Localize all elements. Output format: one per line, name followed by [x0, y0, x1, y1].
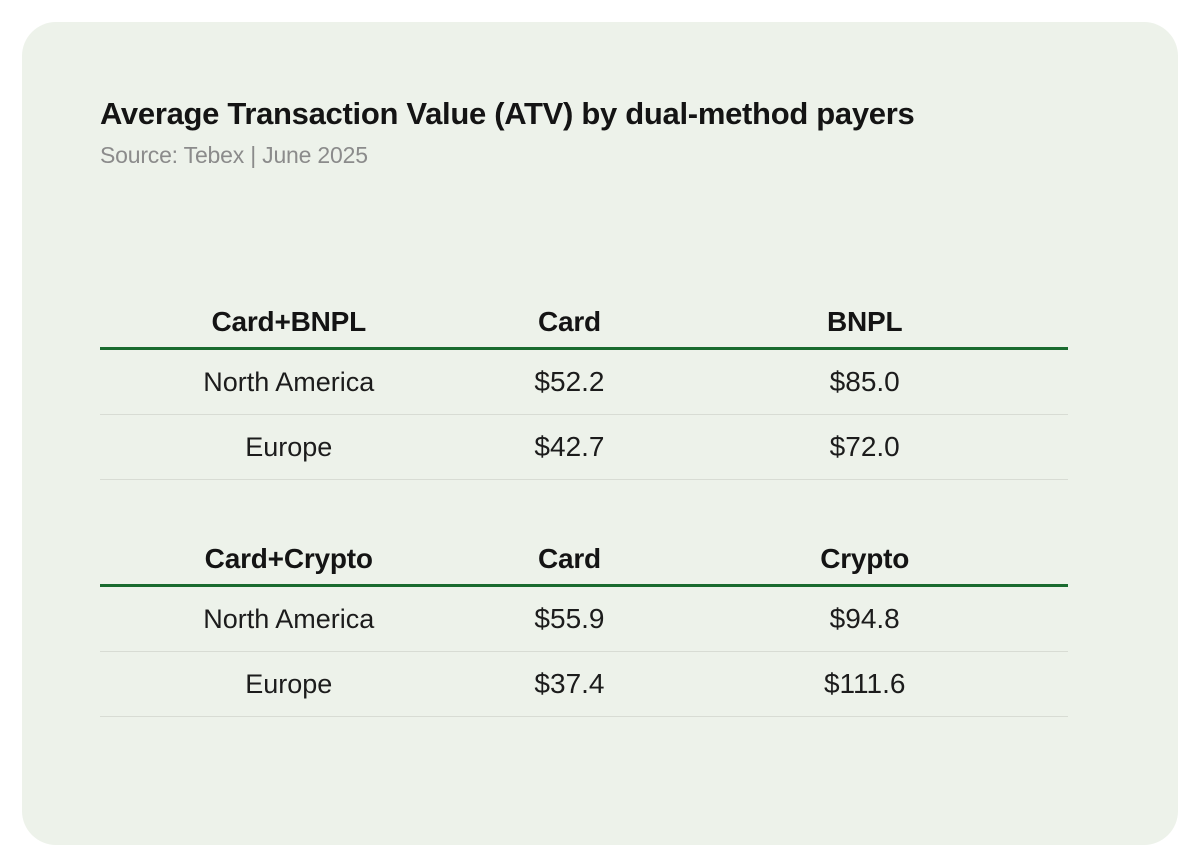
- row-label: North America: [100, 348, 478, 415]
- table-card: Average Transaction Value (ATV) by dual-…: [22, 22, 1178, 845]
- value-cell: $42.7: [477, 414, 662, 480]
- tables-container: Card+BNPL Card BNPL North America $52.2 …: [100, 296, 1178, 717]
- header-row: Card+BNPL Card BNPL: [100, 296, 1068, 350]
- table-row: Europe $42.7 $72.0: [100, 414, 1068, 480]
- source-caption: Source: Tebex | June 2025: [100, 142, 368, 168]
- column-header: Crypto: [661, 533, 1068, 587]
- value-cell: $55.9: [477, 585, 662, 652]
- row-label: North America: [100, 585, 478, 652]
- table-row: Europe $37.4 $111.6: [100, 651, 1068, 717]
- atv-table-card-bnpl: Card+BNPL Card BNPL North America $52.2 …: [100, 296, 1068, 480]
- row-label: Europe: [100, 651, 478, 717]
- value-cell: $111.6: [661, 651, 1068, 717]
- row-label: Europe: [100, 414, 478, 480]
- table-row: North America $52.2 $85.0: [100, 348, 1068, 415]
- header-row: Card+Crypto Card Crypto: [100, 533, 1068, 587]
- column-header: Card: [477, 533, 662, 587]
- value-cell: $72.0: [661, 414, 1068, 480]
- value-cell: $37.4: [477, 651, 662, 717]
- column-header: Card+BNPL: [100, 296, 478, 350]
- page-title: Average Transaction Value (ATV) by dual-…: [100, 96, 915, 131]
- value-cell: $52.2: [477, 348, 662, 415]
- atv-table-card-crypto: Card+Crypto Card Crypto North America $5…: [100, 533, 1068, 717]
- table-row: North America $55.9 $94.8: [100, 585, 1068, 652]
- value-cell: $94.8: [661, 585, 1068, 652]
- column-header: Card+Crypto: [100, 533, 478, 587]
- column-header: Card: [477, 296, 662, 350]
- value-cell: $85.0: [661, 348, 1068, 415]
- card-content: Average Transaction Value (ATV) by dual-…: [22, 22, 1178, 717]
- column-header: BNPL: [661, 296, 1068, 350]
